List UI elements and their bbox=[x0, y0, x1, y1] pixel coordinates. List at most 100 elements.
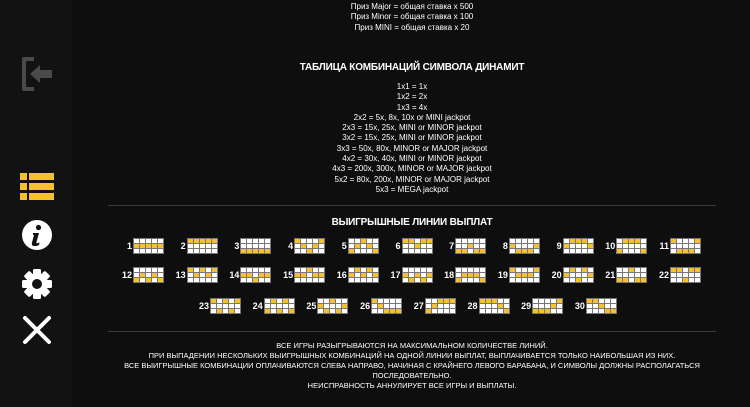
payline-cell-active bbox=[276, 309, 282, 313]
payline-cell-active bbox=[689, 268, 694, 272]
payline-cell bbox=[301, 249, 307, 253]
payline-cell bbox=[456, 268, 462, 272]
payline-cell bbox=[211, 309, 216, 313]
payline-cell bbox=[187, 249, 193, 253]
payline-cell bbox=[515, 278, 521, 282]
payline-cell bbox=[152, 249, 157, 253]
info-button[interactable] bbox=[18, 216, 56, 254]
payline-cell bbox=[366, 239, 372, 243]
payline-cell bbox=[366, 278, 372, 282]
payline-cell bbox=[497, 299, 503, 303]
payline-pattern bbox=[455, 267, 487, 283]
payline-cell bbox=[563, 278, 569, 282]
payline-cell bbox=[575, 244, 581, 248]
payline-cell-active bbox=[211, 268, 217, 272]
payline-number: 21 bbox=[605, 270, 616, 280]
payline-cell bbox=[319, 278, 325, 282]
payline-cell bbox=[479, 309, 485, 313]
divider bbox=[108, 331, 716, 332]
payline-cell-active bbox=[456, 249, 462, 253]
payline-cell bbox=[598, 299, 604, 303]
payline-cell bbox=[449, 309, 455, 313]
payline-cell-active bbox=[617, 278, 623, 282]
payline-cell-active bbox=[140, 273, 145, 277]
payline-cell bbox=[533, 249, 539, 253]
rule-line: ВСЕ ВЫИГРЫШНЫЕ КОМБИНАЦИИ ОПЛАЧИВАЮТСЯ С… bbox=[124, 361, 700, 380]
payline-cell-active bbox=[205, 273, 211, 277]
payline-cell-active bbox=[396, 309, 402, 313]
payline-cell bbox=[259, 244, 265, 248]
payline-cell bbox=[623, 273, 629, 277]
payline-cell bbox=[205, 278, 211, 282]
payline-cell bbox=[677, 273, 682, 277]
payline-number: 15 bbox=[283, 270, 294, 280]
payline-cell-active bbox=[557, 299, 563, 303]
payline-cell-active bbox=[462, 249, 468, 253]
payline-cell-active bbox=[366, 244, 372, 248]
payline-number: 6 bbox=[395, 241, 401, 251]
payline-cell bbox=[247, 239, 253, 243]
payline-cell-active bbox=[431, 304, 437, 308]
payline-cell bbox=[414, 239, 420, 243]
payline-cell bbox=[265, 239, 271, 243]
payline-cell bbox=[569, 278, 575, 282]
payline-cell bbox=[497, 309, 503, 313]
payline-cell-active bbox=[623, 278, 629, 282]
paytable-button[interactable] bbox=[18, 168, 56, 206]
payline-27: 27 bbox=[410, 298, 456, 314]
payline-number: 16 bbox=[336, 270, 347, 280]
payline-cell-active bbox=[456, 278, 462, 282]
payline-21: 21 bbox=[601, 267, 648, 283]
payline-cell bbox=[241, 239, 247, 243]
payline-cell bbox=[569, 244, 575, 248]
payline-cell bbox=[264, 299, 270, 303]
payline-cell bbox=[425, 299, 431, 303]
payline-pattern bbox=[532, 298, 564, 314]
payline-cell bbox=[414, 249, 420, 253]
payline-cell bbox=[426, 268, 432, 272]
dynamite-title: ТАБЛИЦА КОМБИНАЦИЙ СИМВОЛА ДИНАМИТ bbox=[299, 62, 525, 73]
payline-cell bbox=[372, 244, 378, 248]
payline-cell bbox=[187, 273, 193, 277]
payline-cell bbox=[437, 309, 443, 313]
payline-number: 9 bbox=[556, 241, 562, 251]
close-button[interactable] bbox=[18, 311, 56, 349]
payline-cell bbox=[324, 304, 330, 308]
payline-cell bbox=[259, 268, 265, 272]
dynamite-row: 4x2 = 30x, 40x, MINI or MINOR jackpot bbox=[342, 154, 482, 164]
exit-button[interactable] bbox=[18, 55, 56, 93]
payline-cell-active bbox=[420, 239, 426, 243]
payline-cell-active bbox=[313, 273, 319, 277]
payline-number: 20 bbox=[551, 270, 562, 280]
payline-pattern bbox=[478, 298, 510, 314]
payline-cell-active bbox=[527, 249, 533, 253]
payline-cell bbox=[313, 249, 319, 253]
payline-cell-active bbox=[671, 239, 676, 243]
payline-cell bbox=[695, 244, 700, 248]
payline-cell bbox=[313, 268, 319, 272]
payline-pattern bbox=[294, 267, 326, 283]
payline-cell-active bbox=[318, 304, 324, 308]
payline-cell bbox=[158, 273, 163, 277]
payline-cell bbox=[402, 244, 408, 248]
payline-25: 25 bbox=[302, 298, 349, 314]
payline-cell bbox=[671, 273, 676, 277]
payline-cell-active bbox=[677, 249, 682, 253]
dynamite-row: 3x3 = 50x, 80x, MINOR or MAJOR jackpot bbox=[336, 143, 488, 153]
jackpot-major: Приз Major = общая ставка x 500 bbox=[350, 2, 474, 11]
payline-cell bbox=[396, 304, 402, 308]
payline-cell bbox=[420, 273, 426, 277]
payline-cell-active bbox=[199, 268, 205, 272]
payline-cell bbox=[330, 309, 336, 313]
payline-cell-active bbox=[509, 244, 515, 248]
payline-cell bbox=[426, 278, 432, 282]
payline-cell-active bbox=[462, 273, 468, 277]
payline-cell bbox=[253, 239, 259, 243]
close-icon bbox=[23, 316, 51, 344]
payline-cell-active bbox=[551, 304, 557, 308]
payline-cell bbox=[468, 239, 474, 243]
settings-button[interactable] bbox=[18, 265, 56, 303]
payline-cell bbox=[695, 278, 700, 282]
payline-cell bbox=[527, 268, 533, 272]
payline-cell bbox=[474, 278, 480, 282]
